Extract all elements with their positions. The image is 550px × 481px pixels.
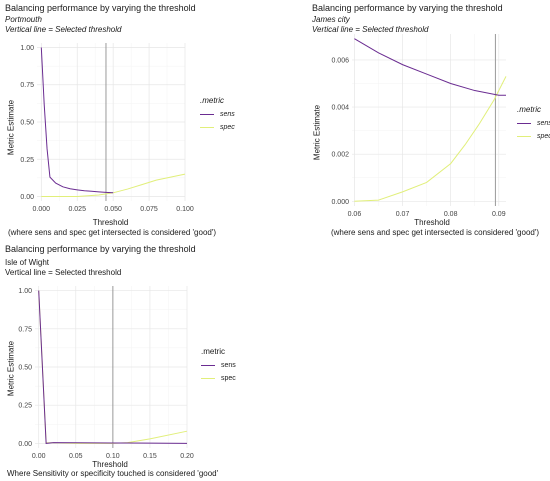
series-line-spec	[354, 76, 507, 202]
legend-item-spec: spec	[517, 130, 550, 143]
x-tick-label: 0.000	[33, 206, 51, 213]
legend-label-spec: spec	[220, 124, 235, 131]
chart-caption: (where sens and spec get intersected is …	[7, 228, 217, 237]
legend-title: .metric	[517, 105, 541, 114]
chart-title: Balancing performance by varying the thr…	[312, 3, 503, 13]
chart-subtitle-threshold-note: Vertical line = Selected threshold	[5, 268, 122, 277]
y-tick-label: 0.006	[331, 57, 349, 64]
legend-swatch-spec	[517, 136, 531, 137]
y-axis-title: Metric Estimate	[312, 104, 322, 161]
series-line-sens	[40, 47, 114, 194]
y-tick-label: 0.25	[18, 403, 32, 410]
x-axis-title: Threshold	[92, 460, 128, 469]
legend-swatch-spec	[201, 378, 215, 379]
x-axis-title: Threshold	[92, 218, 129, 227]
legend-label-sens: sens	[221, 362, 236, 369]
chart-title: Balancing performance by varying the thr…	[5, 244, 196, 254]
chart-subtitle: Portmouth	[5, 15, 42, 24]
legend-label-sens: sens	[220, 111, 235, 118]
x-tick-label: 0.07	[396, 211, 410, 218]
y-tick-label: 0.000	[331, 199, 349, 206]
legend: .metric sens spec	[517, 105, 550, 143]
x-tick-label: 0.06	[348, 211, 362, 218]
series-line-sens	[38, 290, 188, 444]
x-tick-label: 0.20	[180, 453, 194, 460]
chart-subtitle: James city	[312, 15, 350, 24]
y-tick-label: 1.00	[20, 45, 34, 52]
chart-panel-james-city: Balancing performance by varying the thr…	[312, 0, 550, 240]
y-tick-label: 0.004	[331, 105, 349, 112]
legend-label-spec: spec	[537, 133, 550, 140]
legend-item-spec: spec	[200, 121, 235, 134]
plot-area: 0.00 0.05 0.10 0.15 0.20 0.00 0.25 0.50 0.75 1.00	[18, 286, 194, 460]
chart-caption: (where sens and spec get intersected is …	[330, 228, 540, 237]
x-tick-label: 0.00	[32, 453, 46, 460]
legend-label-sens: sens	[537, 120, 550, 127]
legend-item-spec: spec	[201, 372, 236, 385]
chart-title: Balancing performance by varying the thr…	[5, 3, 196, 13]
y-tick-label: 0.00	[20, 194, 34, 201]
x-tick-label: 0.10	[106, 453, 120, 460]
chart-subtitle: Isle of Wight	[5, 258, 50, 267]
y-axis-title: Metric Estimate	[6, 99, 16, 156]
x-tick-label: 0.08	[444, 211, 458, 218]
y-tick-label: 0.75	[20, 82, 34, 89]
legend-label-spec: spec	[221, 375, 236, 382]
legend-item-sens: sens	[201, 359, 236, 372]
chart-subtitle-threshold-note: Vertical line = Selected threshold	[312, 25, 429, 34]
y-axis-title: Metric Estimate	[6, 340, 16, 397]
series-line-spec	[41, 173, 186, 198]
legend-swatch-sens	[517, 123, 531, 124]
y-tick-label: 0.50	[18, 365, 32, 372]
legend: .metric sens spec	[200, 96, 235, 134]
chart-subtitle-threshold-note: Vertical line = Selected threshold	[5, 25, 122, 34]
legend-title: .metric	[200, 96, 224, 105]
legend-swatch-sens	[201, 365, 215, 366]
x-tick-label: 0.025	[68, 206, 86, 213]
x-tick-label: 0.050	[104, 206, 122, 213]
legend-item-sens: sens	[200, 108, 235, 121]
y-tick-label: 0.002	[331, 152, 349, 159]
legend-title: .metric	[201, 347, 225, 356]
chart-caption: Where Sensitivity or specificity touched…	[7, 469, 219, 478]
legend-item-sens: sens	[517, 117, 550, 130]
plot-area: 0.000 0.025 0.050 0.075 0.100 0.00 0.25 0.50 0.7…	[20, 43, 194, 213]
legend: .metric sens spec	[201, 347, 236, 385]
legend-swatch-sens	[200, 114, 214, 115]
chart-panel-portmouth: Balancing performance by varying the thr…	[5, 0, 275, 240]
y-tick-label: 0.75	[18, 326, 32, 333]
x-tick-label: 0.09	[492, 211, 506, 218]
legend-swatch-spec	[200, 127, 214, 128]
y-tick-label: 1.00	[18, 288, 32, 295]
x-tick-label: 0.100	[176, 206, 194, 213]
x-tick-label: 0.05	[69, 453, 83, 460]
x-tick-label: 0.15	[143, 453, 157, 460]
y-tick-label: 0.50	[20, 120, 34, 127]
x-tick-label: 0.075	[140, 206, 158, 213]
plot-area: 0.06 0.07 0.08 0.09 0.000 0.002 0.004 0.006	[331, 34, 507, 218]
x-axis-title: Threshold	[414, 218, 450, 227]
chart-panel-isle-of-wight: Balancing performance by varying the thr…	[5, 242, 275, 481]
series-line-sens	[354, 38, 506, 96]
y-tick-label: 0.25	[20, 157, 34, 164]
y-tick-label: 0.00	[18, 441, 32, 448]
